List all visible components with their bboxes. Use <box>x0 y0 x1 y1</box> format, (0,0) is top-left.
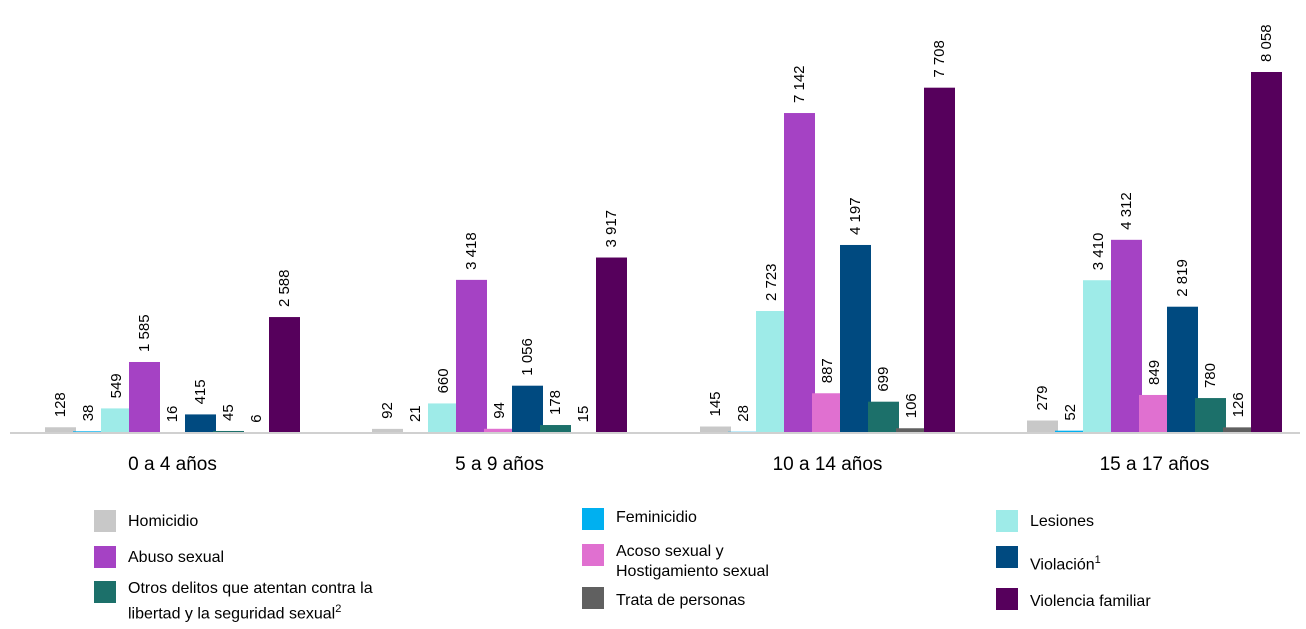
data-label-lesiones-2: 660 <box>435 368 452 393</box>
data-label-trata-de-personas-4: 126 <box>1230 392 1247 417</box>
data-label-acoso-sexual-y-hostigamiento-sexual-4: 849 <box>1146 360 1163 385</box>
data-label-otros-delitos-que-atentan-contra-la-libertad-y-la-seguridad-sexual-2: 178 <box>547 390 564 415</box>
data-label-acoso-sexual-y-hostigamiento-sexual-1: 16 <box>164 406 181 423</box>
bar-lesiones-1 <box>101 408 132 433</box>
data-label-lesiones-1: 549 <box>108 373 125 398</box>
bar-homicidio-3 <box>700 426 731 433</box>
data-label-violencia-familiar-1: 2 588 <box>276 270 293 308</box>
category-label-4: 15 a 17 años <box>1100 454 1210 475</box>
bar-violacion-2 <box>512 385 543 433</box>
data-label-feminicidio-1: 38 <box>80 405 97 422</box>
data-label-feminicidio-2: 21 <box>407 405 424 422</box>
bar-homicidio-4 <box>1027 420 1058 433</box>
bar-otros-delitos-que-atentan-contra-la-libertad-y-la-seguridad-sexual-1 <box>213 430 244 433</box>
data-label-acoso-sexual-y-hostigamiento-sexual-3: 887 <box>819 358 836 383</box>
data-label-otros-delitos-que-atentan-contra-la-libertad-y-la-seguridad-sexual-1: 45 <box>220 404 237 421</box>
bar-feminicidio-4 <box>1055 430 1086 433</box>
data-label-violencia-familiar-4: 8 058 <box>1258 24 1275 62</box>
data-label-violacion-2: 1 056 <box>519 338 536 376</box>
data-label-feminicidio-4: 52 <box>1062 404 1079 421</box>
bar-abuso-sexual-3 <box>784 113 815 433</box>
bar-homicidio-2 <box>372 428 403 433</box>
data-label-violencia-familiar-3: 7 708 <box>931 40 948 78</box>
bar-acoso-sexual-y-hostigamiento-sexual-2 <box>484 428 515 433</box>
bar-abuso-sexual-4 <box>1111 239 1142 433</box>
data-label-homicidio-4: 279 <box>1034 385 1051 410</box>
data-label-violacion-1: 415 <box>192 379 209 404</box>
category-label-3: 10 a 14 años <box>773 454 883 475</box>
bar-otros-delitos-que-atentan-contra-la-libertad-y-la-seguridad-sexual-2 <box>540 425 571 433</box>
data-label-lesiones-3: 2 723 <box>763 263 780 301</box>
bar-acoso-sexual-y-hostigamiento-sexual-3 <box>812 393 843 433</box>
data-label-abuso-sexual-2: 3 418 <box>463 232 480 270</box>
data-label-otros-delitos-que-atentan-contra-la-libertad-y-la-seguridad-sexual-4: 780 <box>1202 363 1219 388</box>
bar-trata-de-personas-4 <box>1223 427 1254 433</box>
bar-acoso-sexual-y-hostigamiento-sexual-4 <box>1139 394 1170 433</box>
bar-violacion-4 <box>1167 306 1198 433</box>
bar-otros-delitos-que-atentan-contra-la-libertad-y-la-seguridad-sexual-4 <box>1195 398 1226 433</box>
data-label-trata-de-personas-1: 6 <box>248 414 265 422</box>
bar-violencia-familiar-2 <box>596 257 627 433</box>
bar-violencia-familiar-1 <box>269 317 300 433</box>
data-label-acoso-sexual-y-hostigamiento-sexual-2: 94 <box>491 402 508 419</box>
data-label-otros-delitos-que-atentan-contra-la-libertad-y-la-seguridad-sexual-3: 699 <box>875 367 892 392</box>
bar-violencia-familiar-4 <box>1251 72 1282 433</box>
data-label-abuso-sexual-4: 4 312 <box>1118 192 1135 230</box>
bar-trata-de-personas-3 <box>896 428 927 433</box>
bar-lesiones-2 <box>428 403 459 433</box>
data-label-violacion-4: 2 819 <box>1174 259 1191 297</box>
bar-homicidio-1 <box>45 427 76 433</box>
bar-otros-delitos-que-atentan-contra-la-libertad-y-la-seguridad-sexual-3 <box>868 401 899 433</box>
bar-violacion-1 <box>185 414 216 433</box>
data-label-violencia-familiar-2: 3 917 <box>603 210 620 248</box>
data-label-homicidio-1: 128 <box>52 392 69 417</box>
bar-abuso-sexual-1 <box>129 361 160 433</box>
data-label-abuso-sexual-3: 7 142 <box>791 65 808 103</box>
bar-violencia-familiar-3 <box>924 87 955 434</box>
data-label-homicidio-2: 92 <box>379 402 396 419</box>
data-label-trata-de-personas-3: 106 <box>903 393 920 418</box>
data-label-abuso-sexual-1: 1 585 <box>136 314 153 352</box>
bar-abuso-sexual-2 <box>456 279 487 433</box>
data-label-homicidio-3: 145 <box>707 391 724 416</box>
data-label-lesiones-4: 3 410 <box>1090 233 1107 271</box>
bar-violacion-3 <box>840 244 871 433</box>
category-label-1: 0 a 4 años <box>128 454 217 475</box>
data-label-trata-de-personas-2: 15 <box>575 406 592 423</box>
data-label-violacion-3: 4 197 <box>847 197 864 235</box>
category-label-2: 5 a 9 años <box>455 454 544 475</box>
bar-lesiones-4 <box>1083 280 1114 433</box>
bar-lesiones-3 <box>756 311 787 433</box>
data-label-feminicidio-3: 28 <box>735 405 752 422</box>
